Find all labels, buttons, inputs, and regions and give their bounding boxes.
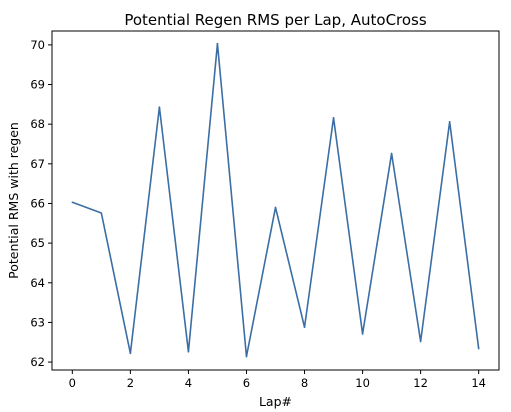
data-point (332, 117, 335, 119)
data-point (274, 206, 277, 209)
x-tick-label: 14 (471, 376, 486, 390)
data-point (477, 347, 480, 350)
data-point (448, 120, 451, 123)
y-tick-label: 70 (30, 38, 45, 52)
data-point (100, 212, 103, 214)
x-tick-label: 8 (301, 376, 308, 390)
data-point (361, 333, 364, 335)
y-axis: 62 63 64 65 66 67 68 69 70 (30, 38, 52, 369)
y-tick-label: 66 (30, 196, 45, 210)
chart-title: Potential Regen RMS per Lap, AutoCross (124, 11, 427, 29)
series-line (72, 42, 480, 358)
y-tick-label: 63 (30, 315, 45, 329)
data-point (390, 152, 393, 155)
y-tick-label: 67 (30, 157, 45, 171)
data-point (129, 352, 132, 355)
data-point (303, 326, 306, 328)
x-tick-label: 6 (243, 376, 250, 390)
x-tick-label: 4 (185, 376, 192, 390)
y-tick-label: 68 (30, 117, 45, 131)
data-point (187, 350, 190, 353)
x-tick-label: 2 (127, 376, 134, 390)
y-tick-label: 69 (30, 78, 45, 92)
x-axis: 0 2 4 6 8 10 12 14 (69, 370, 486, 390)
x-axis-label: Lap# (259, 394, 292, 409)
data-point (71, 201, 74, 204)
data-point (158, 106, 161, 108)
data-point (419, 340, 422, 343)
y-tick-label: 65 (30, 236, 45, 250)
plot-area-frame (51, 30, 500, 371)
x-tick-label: 12 (413, 376, 428, 390)
x-tick-label: 10 (355, 376, 370, 390)
y-tick-label: 64 (30, 276, 45, 290)
x-tick-label: 0 (69, 376, 76, 390)
series-group (71, 42, 480, 358)
data-point (216, 42, 219, 45)
data-point (245, 355, 248, 358)
y-axis-label: Potential RMS with regen (6, 122, 21, 279)
y-tick-label: 62 (30, 355, 45, 369)
